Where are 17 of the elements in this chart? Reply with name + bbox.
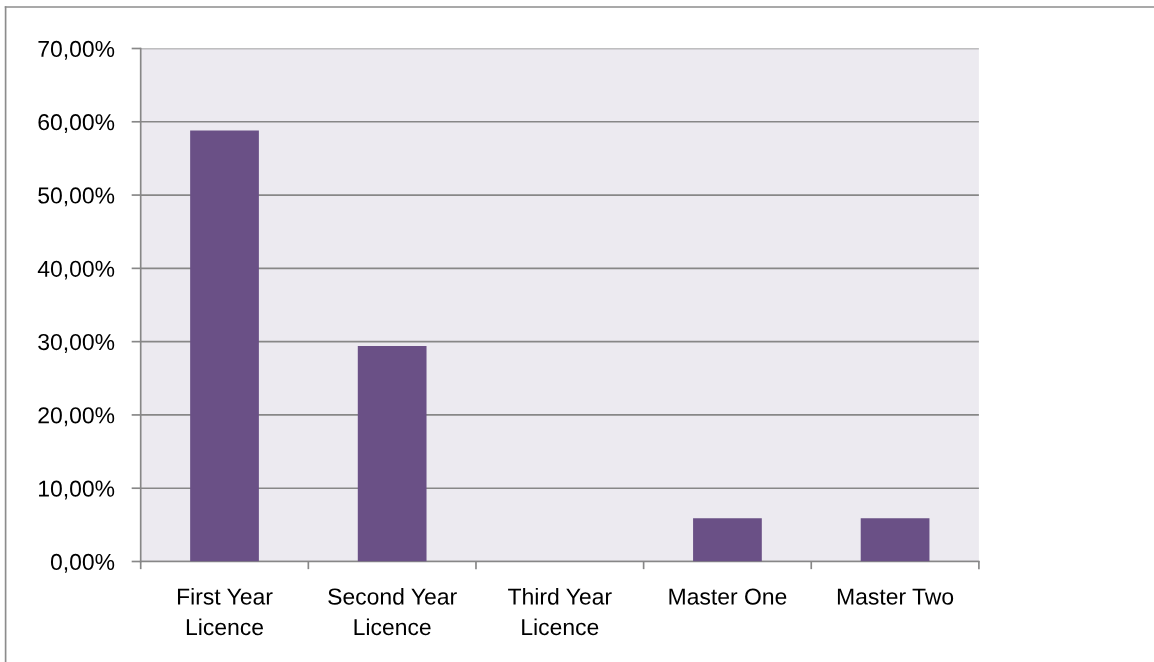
x-tick-label: First Year Licence <box>177 587 273 636</box>
bar <box>860 518 930 562</box>
y-tick-label: 50,00% <box>38 187 115 207</box>
y-tick-label: 10,00% <box>39 480 115 500</box>
y-tick-label: 40,00% <box>37 260 115 280</box>
y-tick-label: 20,00% <box>38 407 115 427</box>
bar <box>190 130 259 562</box>
x-tick-label: Third Year Licence <box>508 587 612 636</box>
x-tick-label: Master Two <box>837 588 954 605</box>
bar <box>357 346 427 562</box>
y-tick-label: 60,00% <box>38 114 115 134</box>
y-tick-label: 30,00% <box>38 333 115 353</box>
x-tick-label: Master One <box>669 588 787 605</box>
x-tick-label: Second Year Licence <box>328 587 457 636</box>
y-tick-label: 70,00% <box>38 40 115 60</box>
bar <box>693 518 762 562</box>
y-tick-label: 0,00% <box>50 553 115 573</box>
